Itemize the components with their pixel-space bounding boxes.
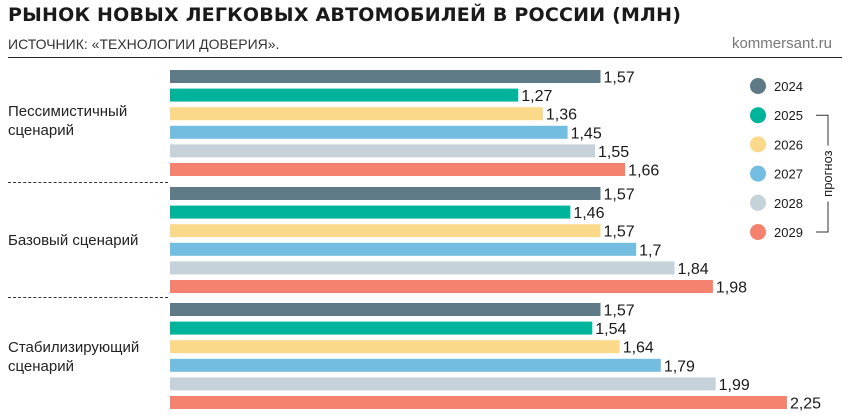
bar	[170, 144, 596, 158]
data-label: 1,66	[628, 163, 659, 180]
data-label: 1,27	[521, 88, 552, 105]
data-label: 1,7	[639, 242, 661, 259]
legend-label: 2028	[774, 196, 803, 211]
group-divider	[8, 182, 168, 183]
forecast-label: прогноз	[820, 150, 835, 197]
bar	[170, 242, 637, 256]
data-label: 1,57	[603, 224, 634, 241]
data-label: 1,99	[719, 377, 750, 394]
legend-marker	[750, 136, 766, 153]
group-label-line: сценарий	[8, 358, 74, 375]
bar	[170, 88, 519, 102]
group-label-line: Базовый сценарий	[8, 232, 139, 249]
bar	[170, 377, 716, 391]
group-label-line: сценарий	[8, 122, 74, 139]
data-label: 1,98	[716, 280, 747, 297]
bar	[170, 358, 661, 372]
legend: 2024 2025 2026 2027 2028 2029 прогноз	[750, 78, 836, 240]
bar	[170, 107, 543, 121]
bar	[170, 125, 568, 139]
bar	[170, 70, 601, 83]
legend-label: 2029	[774, 225, 803, 240]
data-label: 1,57	[603, 70, 634, 87]
bar	[170, 163, 626, 176]
legend-label: 2027	[774, 167, 803, 182]
legend-marker	[750, 165, 766, 182]
data-label: 1,57	[603, 187, 634, 204]
data-label: 1,54	[595, 321, 626, 338]
bar	[170, 396, 787, 409]
legend-marker	[750, 107, 766, 124]
group-label-pessimistic: Пессимистичный сценарий	[8, 102, 158, 140]
source-site: kommersant.ru	[731, 35, 832, 52]
bar	[170, 340, 620, 354]
chart-subtitle: ИСТОЧНИК: «ТЕХНОЛОГИИ ДОВЕРИЯ».	[8, 36, 280, 52]
data-label: 1,64	[623, 340, 654, 357]
bar	[170, 280, 713, 293]
data-label: 1,57	[603, 303, 634, 320]
group-label-stabilizing: Стабилизирующий сценарий	[8, 338, 158, 376]
header-rule	[8, 57, 842, 58]
data-label: 1,84	[678, 261, 709, 278]
bar	[170, 303, 601, 316]
data-label: 2,25	[790, 396, 821, 413]
bar	[170, 321, 593, 335]
bracket-gap	[820, 145, 836, 202]
legend-label: 2024	[774, 79, 803, 94]
legend-marker	[750, 224, 766, 240]
data-label: 1,45	[571, 125, 602, 142]
data-label: 1,36	[546, 107, 577, 124]
chart-title: РЫНОК НОВЫХ ЛЕГКОВЫХ АВТОМОБИЛЕЙ В РОССИ…	[8, 4, 682, 26]
legend-label: 2025	[774, 108, 803, 123]
bar	[170, 187, 601, 200]
group-label-line: Стабилизирующий	[8, 339, 140, 356]
group-label-base: Базовый сценарий	[8, 231, 158, 250]
group-label-line: Пессимистичный	[8, 103, 128, 120]
legend-marker	[750, 194, 766, 211]
bars-layer: 1,571,271,361,451,551,661,571,461,571,71…	[170, 70, 821, 413]
data-label: 1,79	[664, 358, 695, 375]
legend-marker	[750, 78, 766, 94]
group-divider	[8, 297, 168, 298]
bar	[170, 224, 601, 238]
legend-label: 2026	[774, 137, 803, 152]
data-label: 1,46	[573, 205, 604, 222]
bar	[170, 205, 571, 219]
bar	[170, 261, 675, 275]
data-label: 1,55	[598, 144, 629, 161]
